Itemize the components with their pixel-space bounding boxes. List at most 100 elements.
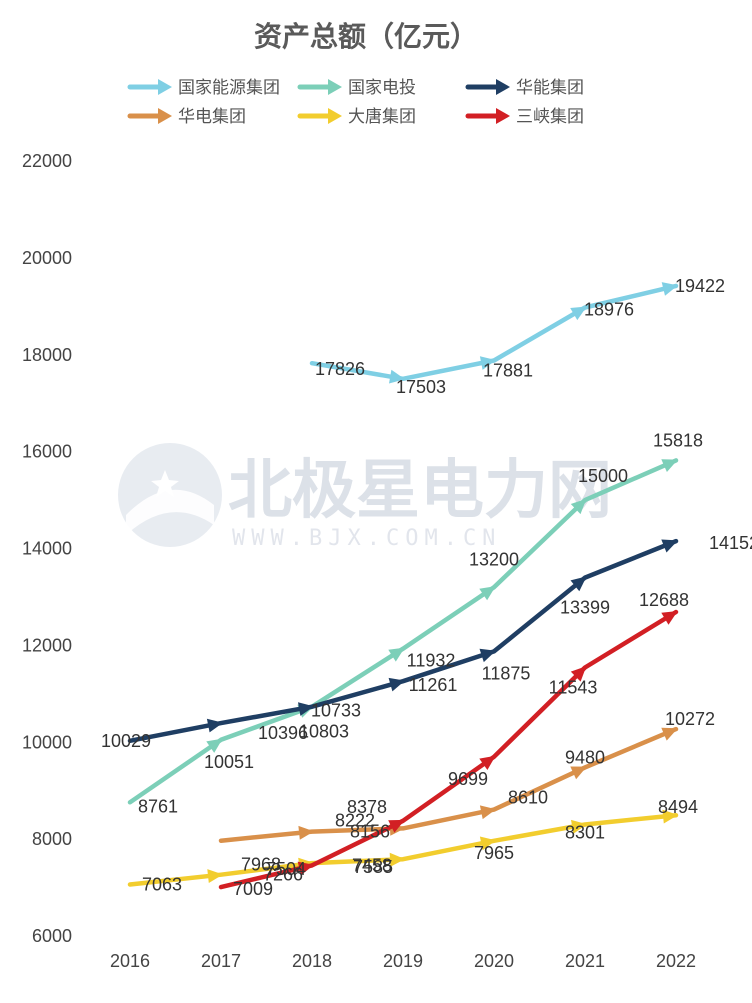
legend-arrow-icon [496, 108, 510, 124]
legend-arrow-icon [158, 79, 172, 95]
data-label-layer: 1782617503178811897619422876110051108031… [101, 276, 752, 899]
data-point-arrow [479, 586, 496, 601]
data-label: 10051 [204, 752, 254, 772]
data-label: 13399 [560, 598, 610, 618]
legend-item: 华电集团 [127, 107, 246, 127]
data-point-arrow [570, 766, 587, 780]
legend-arrow-icon [328, 79, 342, 95]
data-label: 13200 [469, 549, 519, 569]
data-label: 7968 [241, 855, 281, 875]
x-tick-label: 2017 [201, 951, 241, 971]
data-label: 7504 [266, 859, 306, 879]
x-tick-label: 2022 [656, 951, 696, 971]
data-label: 18976 [584, 299, 634, 319]
data-label: 7266 [263, 865, 303, 885]
data-point-arrow [388, 819, 405, 833]
series-line [127, 809, 679, 887]
data-point-arrow [298, 825, 314, 840]
data-label: 8222 [335, 810, 375, 830]
legend-arrow-icon [496, 79, 510, 95]
data-point-arrow [297, 861, 314, 876]
x-tick-label: 2016 [110, 951, 150, 971]
legend-item: 三峡集团 [465, 107, 584, 127]
y-tick-label: 8000 [32, 829, 72, 849]
data-label: 8378 [347, 797, 387, 817]
data-label: 17826 [315, 359, 365, 379]
data-label: 10272 [665, 709, 715, 729]
y-tick-label: 6000 [32, 926, 72, 946]
data-point-arrow [661, 727, 678, 741]
data-label: 10029 [101, 731, 151, 751]
series-line [309, 282, 679, 384]
y-tick-label: 20000 [22, 248, 72, 268]
y-axis: 6000 8000 10000 12000 14000 16000 18000 20000 22… [22, 151, 72, 946]
y-tick-label: 22000 [22, 151, 72, 171]
watermark: 北极星电力网 WWW.BJX.COM.CN [118, 443, 612, 551]
y-tick-label: 16000 [22, 442, 72, 462]
legend-arrow-icon [158, 108, 172, 124]
data-point-arrow [662, 809, 678, 824]
data-label: 11261 [409, 675, 458, 695]
legend-item: 国家能源集团 [127, 78, 280, 98]
data-point-arrow [207, 869, 223, 883]
data-point-arrow [389, 369, 405, 384]
data-label: 7063 [142, 875, 182, 895]
legend-label: 华能集团 [516, 78, 584, 98]
x-tick-label: 2020 [474, 951, 514, 971]
data-point-arrow [570, 666, 587, 682]
y-tick-label: 18000 [22, 345, 72, 365]
data-point-arrow [661, 459, 678, 472]
data-label: 8761 [138, 796, 178, 816]
legend-label: 国家电投 [348, 78, 416, 98]
data-label: 9480 [565, 747, 605, 767]
data-label: 17881 [483, 361, 533, 381]
legend-label: 三峡集团 [516, 107, 584, 127]
data-label: 8156 [350, 822, 390, 842]
data-point-arrow [206, 718, 223, 733]
legend-label: 华电集团 [178, 107, 246, 127]
data-point-arrow [570, 498, 587, 515]
data-label: 8301 [565, 823, 605, 843]
data-point-arrow [570, 576, 587, 592]
series-path [127, 538, 679, 744]
data-point-arrow [479, 805, 496, 820]
data-label: 17503 [396, 377, 446, 397]
data-label: 7585 [353, 857, 393, 877]
legend-item: 大唐集团 [297, 106, 416, 127]
data-label: 7009 [233, 879, 273, 899]
data-label: 15818 [653, 430, 703, 450]
legend-label: 国家能源集团 [178, 78, 280, 98]
data-label: 12688 [639, 590, 689, 610]
data-point-arrow [388, 677, 405, 692]
data-label: 7458 [352, 855, 392, 875]
data-point-arrow [479, 836, 496, 851]
legend-label: 大唐集团 [348, 106, 416, 127]
data-label: 11875 [482, 663, 531, 683]
y-tick-label: 14000 [22, 539, 72, 559]
data-label: 7965 [474, 843, 514, 863]
data-point-arrow [389, 852, 405, 867]
y-tick-label: 10000 [22, 732, 72, 752]
data-label: 15000 [578, 466, 628, 486]
data-point-arrow [571, 819, 587, 834]
data-point-arrow [388, 647, 405, 662]
data-label: 10733 [311, 701, 361, 721]
x-tick-label: 2021 [565, 951, 605, 971]
data-label: 9699 [448, 769, 488, 789]
data-label: 11932 [407, 651, 456, 671]
series-path [218, 609, 679, 890]
data-point-arrow [479, 648, 496, 663]
data-label: 10803 [299, 721, 349, 741]
data-point-arrow [298, 702, 314, 716]
data-label: 10396 [258, 723, 308, 743]
data-point-arrow [570, 306, 587, 321]
watermark-logo-icon [118, 443, 222, 547]
y-tick-label: 12000 [22, 635, 72, 655]
series-layer [127, 282, 679, 890]
watermark-main-text: 北极星电力网 [228, 454, 612, 528]
data-point-arrow [661, 539, 678, 553]
data-label: 8610 [508, 788, 548, 808]
series-line [218, 609, 679, 890]
data-point-arrow [479, 755, 496, 770]
